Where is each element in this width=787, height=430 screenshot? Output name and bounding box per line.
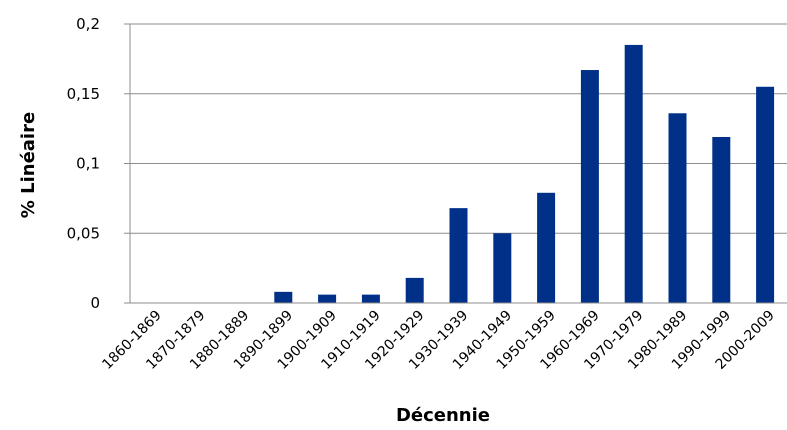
y-axis-title: % Linéaire	[18, 112, 39, 218]
x-axis-title: Décennie	[396, 405, 490, 426]
bar	[668, 113, 687, 303]
bar	[449, 208, 468, 303]
y-tick-label: 0,1	[76, 155, 100, 173]
y-tick-label: 0,15	[67, 85, 100, 103]
bars	[274, 44, 775, 304]
bar	[318, 294, 337, 303]
bar	[493, 233, 512, 303]
bar	[405, 277, 424, 303]
y-tick-labels: 0 0,05 0,1 0,15 0,2	[67, 15, 100, 312]
y-tick-label: 0,2	[76, 15, 100, 33]
bar	[756, 86, 775, 304]
bar	[712, 136, 731, 303]
bar	[537, 192, 556, 303]
x-tick-labels: 1860-18691870-18791880-18891890-18991900…	[99, 308, 777, 373]
bar	[361, 294, 380, 303]
y-tick-label: 0,05	[67, 224, 100, 242]
axes	[129, 24, 787, 304]
bar	[274, 291, 293, 303]
bar	[624, 44, 643, 304]
bar	[580, 70, 599, 303]
y-tick-label: 0	[90, 294, 100, 312]
